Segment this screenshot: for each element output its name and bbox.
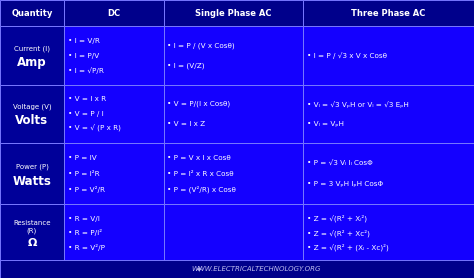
- Text: • Z = √(R² + (Xₗ - Xᴄ)²): • Z = √(R² + (Xₗ - Xᴄ)²): [307, 243, 389, 251]
- Text: Volts: Volts: [16, 115, 48, 128]
- Text: • I = P/V: • I = P/V: [68, 53, 99, 59]
- Text: • P = I² x R x Cosθ: • P = I² x R x Cosθ: [167, 171, 234, 177]
- Bar: [164, 85, 303, 143]
- Text: • Vₗ = √3 VₚH or Vₗ = √3 EₚH: • Vₗ = √3 VₚH or Vₗ = √3 EₚH: [307, 101, 409, 108]
- Bar: [0, 260, 474, 278]
- Text: • Z = √(R² + Xₗ²): • Z = √(R² + Xₗ²): [307, 215, 367, 222]
- Text: ✦: ✦: [196, 264, 202, 274]
- Bar: [164, 143, 303, 204]
- Text: • P = IV: • P = IV: [68, 155, 97, 162]
- Bar: [0, 143, 64, 204]
- Text: • P = (V²/R) x Cosθ: • P = (V²/R) x Cosθ: [167, 185, 236, 193]
- Bar: [303, 0, 474, 26]
- Bar: [303, 143, 474, 204]
- Bar: [0, 204, 64, 261]
- Text: Ω: Ω: [27, 238, 36, 248]
- Text: (R): (R): [27, 228, 37, 234]
- Text: Power (P): Power (P): [16, 163, 48, 170]
- Text: • R = V²/P: • R = V²/P: [68, 244, 105, 250]
- Text: • I = √P/R: • I = √P/R: [68, 67, 104, 74]
- Bar: [303, 85, 474, 143]
- Text: • P = I²R: • P = I²R: [68, 171, 100, 177]
- Text: • R = P/I²: • R = P/I²: [68, 229, 102, 236]
- Text: • I = V/R: • I = V/R: [68, 38, 100, 44]
- Text: • V = √ (P x R): • V = √ (P x R): [68, 125, 121, 132]
- Text: Single Phase AC: Single Phase AC: [195, 9, 272, 18]
- Text: • Z = √(R² + Xᴄ²): • Z = √(R² + Xᴄ²): [307, 229, 370, 237]
- Text: • V = P / I: • V = P / I: [68, 111, 103, 117]
- Text: • P = V²/R: • P = V²/R: [68, 185, 105, 193]
- Bar: [0, 26, 64, 85]
- Bar: [164, 26, 303, 85]
- Bar: [303, 204, 474, 261]
- Bar: [164, 0, 303, 26]
- Text: • I = (V/Z): • I = (V/Z): [167, 62, 205, 69]
- Text: • Vₗ = VₚH: • Vₗ = VₚH: [307, 121, 344, 127]
- Text: DC: DC: [107, 9, 120, 18]
- Text: • I = P / √3 x V x Cosθ: • I = P / √3 x V x Cosθ: [307, 52, 387, 59]
- Text: • P = √3 Vₗ Iₗ CosΦ: • P = √3 Vₗ Iₗ CosΦ: [307, 160, 373, 167]
- Text: Resistance: Resistance: [13, 220, 51, 225]
- Text: • P = 3 VₚH IₚH CosΦ: • P = 3 VₚH IₚH CosΦ: [307, 181, 383, 187]
- Text: • V = P/(I x Cosθ): • V = P/(I x Cosθ): [167, 101, 230, 108]
- Text: • V = I x Z: • V = I x Z: [167, 121, 205, 127]
- Text: • I = P / (V x Cosθ): • I = P / (V x Cosθ): [167, 43, 235, 49]
- Text: Amp: Amp: [17, 56, 47, 69]
- Bar: [303, 26, 474, 85]
- Text: Voltage (V): Voltage (V): [13, 104, 51, 110]
- Bar: [0, 0, 64, 26]
- Bar: [64, 0, 164, 26]
- Bar: [0, 85, 64, 143]
- Text: Quantity: Quantity: [11, 9, 53, 18]
- Text: WWW.ELECTRICALTECHNOLOGY.ORG: WWW.ELECTRICALTECHNOLOGY.ORG: [191, 266, 320, 272]
- Bar: [64, 204, 164, 261]
- Bar: [64, 143, 164, 204]
- Text: • P = V x I x Cosθ: • P = V x I x Cosθ: [167, 155, 231, 162]
- Text: Current (I): Current (I): [14, 45, 50, 52]
- Bar: [64, 26, 164, 85]
- Bar: [64, 85, 164, 143]
- Bar: [164, 204, 303, 261]
- Text: • V = I x R: • V = I x R: [68, 96, 106, 102]
- Text: Watts: Watts: [12, 175, 52, 188]
- Text: Three Phase AC: Three Phase AC: [352, 9, 426, 18]
- Text: • R = V/I: • R = V/I: [68, 215, 100, 222]
